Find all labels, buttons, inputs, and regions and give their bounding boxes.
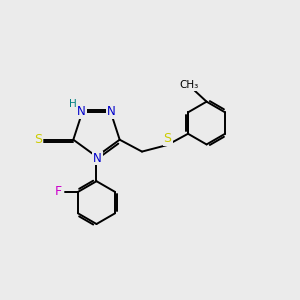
Text: CH₃: CH₃ <box>179 80 198 90</box>
Text: N: N <box>93 152 102 164</box>
Text: F: F <box>55 185 62 198</box>
Text: S: S <box>164 132 172 145</box>
Text: S: S <box>34 133 42 146</box>
Text: N: N <box>77 105 86 118</box>
Text: N: N <box>107 105 116 118</box>
Text: H: H <box>69 99 76 109</box>
